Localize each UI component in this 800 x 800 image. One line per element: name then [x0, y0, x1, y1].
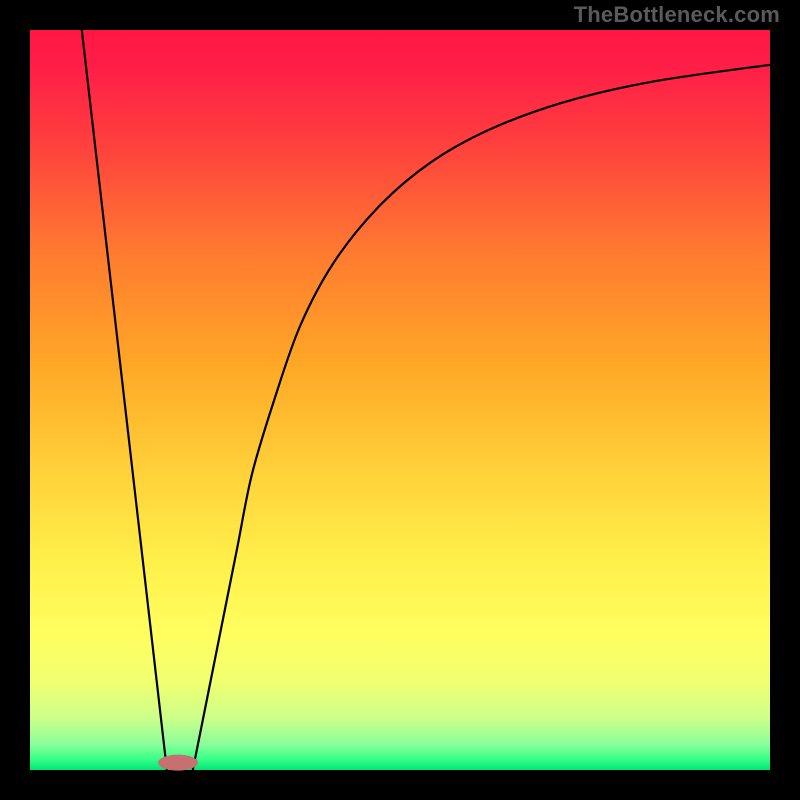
bottleneck-chart: [0, 0, 800, 800]
bottleneck-marker: [158, 755, 198, 771]
chart-container: { "watermark": { "text": "TheBottleneck.…: [0, 0, 800, 800]
plot-background: [30, 30, 770, 770]
watermark-text: TheBottleneck.com: [574, 2, 780, 28]
